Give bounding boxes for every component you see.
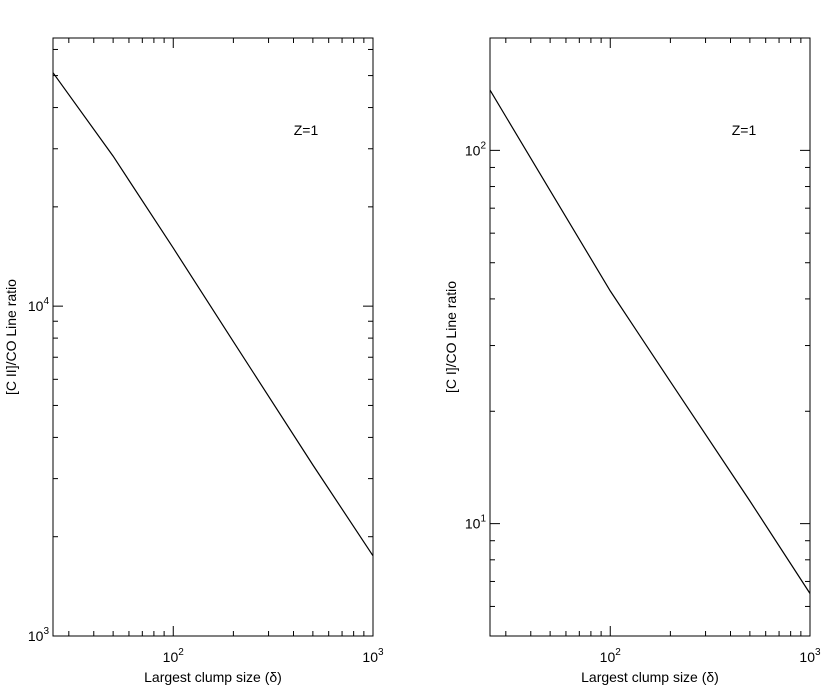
y-axis-label: [C II]/CO Line ratio bbox=[3, 279, 19, 395]
y-axis-label: [C I]/CO Line ratio bbox=[443, 281, 459, 393]
plot-frame bbox=[489, 37, 811, 637]
y-tick-label: 102 bbox=[465, 140, 487, 158]
x-tick-label: 103 bbox=[362, 647, 384, 665]
x-tick-label: 102 bbox=[600, 647, 622, 665]
y-tick-label: 101 bbox=[465, 514, 487, 532]
x-axis-label: Largest clump size (δ) bbox=[581, 669, 719, 685]
annotation-z: Z=1 bbox=[294, 122, 319, 138]
plot-frame bbox=[52, 37, 374, 637]
y-tick-label: 104 bbox=[28, 296, 50, 314]
x-tick-label: 103 bbox=[799, 647, 821, 665]
y-tick-label: 103 bbox=[28, 626, 50, 644]
x-tick-label: 102 bbox=[163, 647, 185, 665]
x-axis-label: Largest clump size (δ) bbox=[144, 669, 282, 685]
annotation-z: Z=1 bbox=[732, 122, 757, 138]
series-line-1 bbox=[52, 72, 374, 557]
series-line-1 bbox=[489, 89, 811, 594]
chart-2: 102 103 101 102 Largest clump size (δ) [C I]/… bbox=[443, 37, 821, 685]
chart-1: 102 103 103 104 Largest clump size (δ) [C II]… bbox=[3, 37, 384, 685]
